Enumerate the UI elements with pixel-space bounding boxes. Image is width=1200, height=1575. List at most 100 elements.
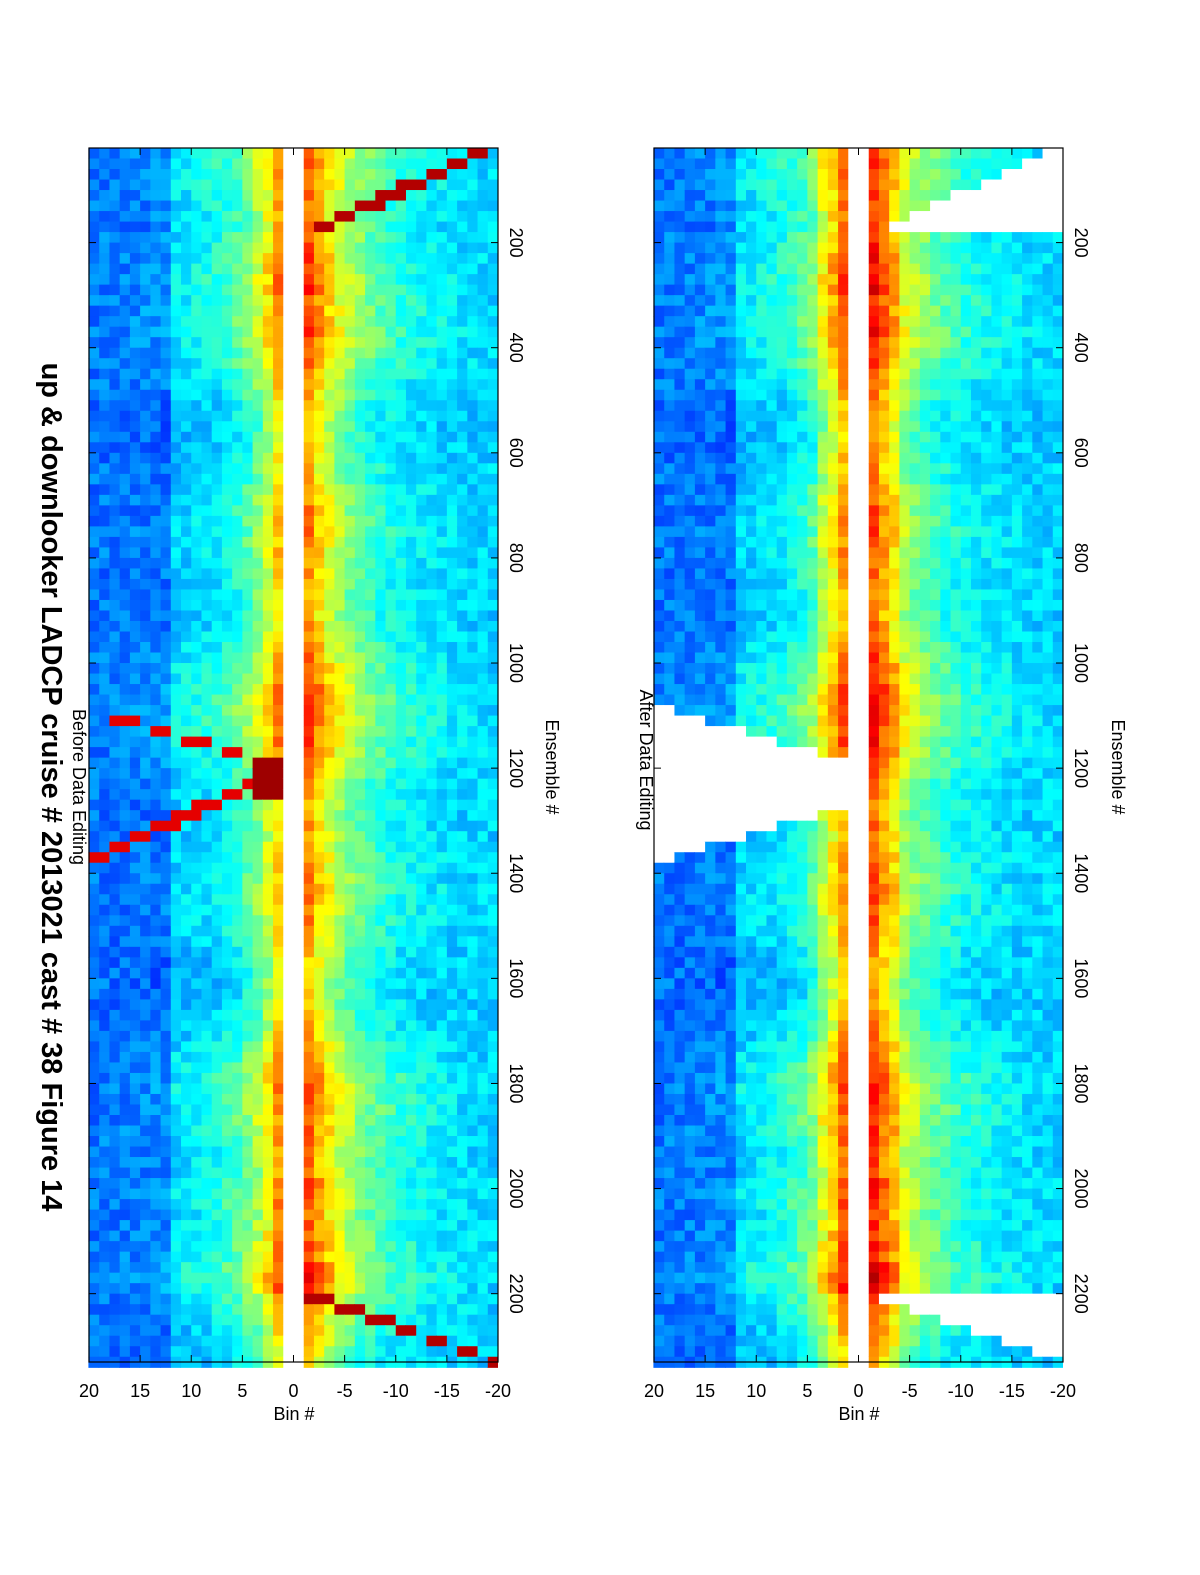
heatmap-cell [333,1272,345,1284]
heatmap-cell [170,305,182,317]
heatmap-cell [456,1304,468,1316]
heatmap-cell [344,1136,355,1148]
heatmap-cell [384,1335,396,1347]
heatmap-cell [456,1272,468,1284]
heatmap-cell [476,368,488,380]
heatmap-cell [364,862,376,874]
heatmap-cell [221,1209,233,1221]
heatmap-cell [323,1083,335,1095]
heatmap-cell [395,148,406,160]
heatmap-cell [323,778,335,790]
heatmap-cell [88,1283,100,1295]
heatmap-cell [159,715,171,727]
heatmap-cell [149,894,161,906]
heatmap-cell [282,1220,294,1232]
heatmap-cell [415,578,427,591]
heatmap-cell [200,1125,212,1137]
heatmap-cell [476,999,488,1011]
heatmap-cell [364,736,376,748]
x-tick-label: 400 [506,333,526,363]
heatmap-cell [282,946,294,958]
heatmap-cell [252,652,263,664]
heatmap-cell [272,389,284,401]
heatmap-cell [446,232,458,244]
heatmap-cell [415,705,427,717]
heatmap-cell [415,358,427,370]
heatmap-cell [303,1220,314,1232]
heatmap-cell [333,1220,345,1232]
heatmap-cell [436,715,447,727]
heatmap-cell [119,1251,130,1263]
heatmap-cell [241,726,253,738]
heatmap-cell [354,1335,366,1347]
heatmap-cell [313,316,325,328]
heatmap-cell [323,463,335,475]
heatmap-cell [231,1125,243,1137]
heatmap-cell [364,1230,376,1242]
heatmap-cell [282,1167,294,1179]
heatmap-cell [990,158,1002,170]
heatmap-cell [159,536,171,549]
heatmap-cell [384,337,396,349]
heatmap-cell [159,904,171,916]
heatmap-cell [211,347,222,359]
heatmap-cell [200,463,212,475]
heatmap-cell [333,484,345,496]
heatmap-cell [405,347,417,359]
heatmap-cell [170,599,182,612]
heatmap-cell [119,1304,130,1316]
heatmap-cell [364,305,376,317]
heatmap-cell [119,1157,130,1169]
heatmap-cell [344,1093,355,1106]
heatmap-cell [149,1136,161,1148]
heatmap-cell [446,368,458,380]
heatmap-cell [303,547,314,559]
heatmap-cell [364,526,376,538]
heatmap-cell [374,1030,386,1043]
heatmap-cell [282,894,294,906]
heatmap-cell [149,1241,161,1253]
heatmap-cell [170,705,182,717]
heatmap-cell [180,295,192,307]
heatmap-cell [139,200,151,212]
heatmap-cell [776,169,787,181]
heatmap-cell [344,284,355,296]
heatmap-cell [323,946,335,958]
heatmap-cell [98,841,110,853]
heatmap-cell [211,726,222,738]
heatmap-cell [129,232,141,244]
heatmap-cell [487,568,498,580]
heatmap-cell [221,179,233,191]
heatmap-cell [364,673,376,685]
heatmap-cell [231,578,243,591]
heatmap-cell [354,1062,366,1074]
heatmap-cell [313,694,325,706]
heatmap-cell [252,642,263,654]
heatmap-cell [262,1030,274,1043]
heatmap-cell [323,1272,335,1284]
heatmap-cell [323,326,335,338]
heatmap-cell [333,1062,345,1074]
heatmap-cell [159,610,171,622]
heatmap-cell [139,547,151,559]
heatmap-cell [241,1335,253,1347]
heatmap-cell [88,1272,100,1284]
heatmap-cell [323,568,335,580]
heatmap-cell [262,200,274,212]
heatmap-cell [231,1293,243,1305]
heatmap-cell [487,442,498,454]
heatmap-cell [262,1293,274,1305]
heatmap-cell [292,1251,304,1263]
heatmap-cell [159,169,171,181]
heatmap-cell [139,1157,151,1169]
heatmap-cell [487,841,498,853]
heatmap-cell [466,190,478,202]
heatmap-cell [344,1167,355,1179]
heatmap-cell [456,1335,468,1347]
heatmap-cell [436,326,447,338]
heatmap-cell [262,1220,274,1232]
heatmap-cell [466,431,478,443]
heatmap-cell [180,642,192,654]
heatmap-cell [333,642,345,654]
heatmap-cell [663,158,675,170]
